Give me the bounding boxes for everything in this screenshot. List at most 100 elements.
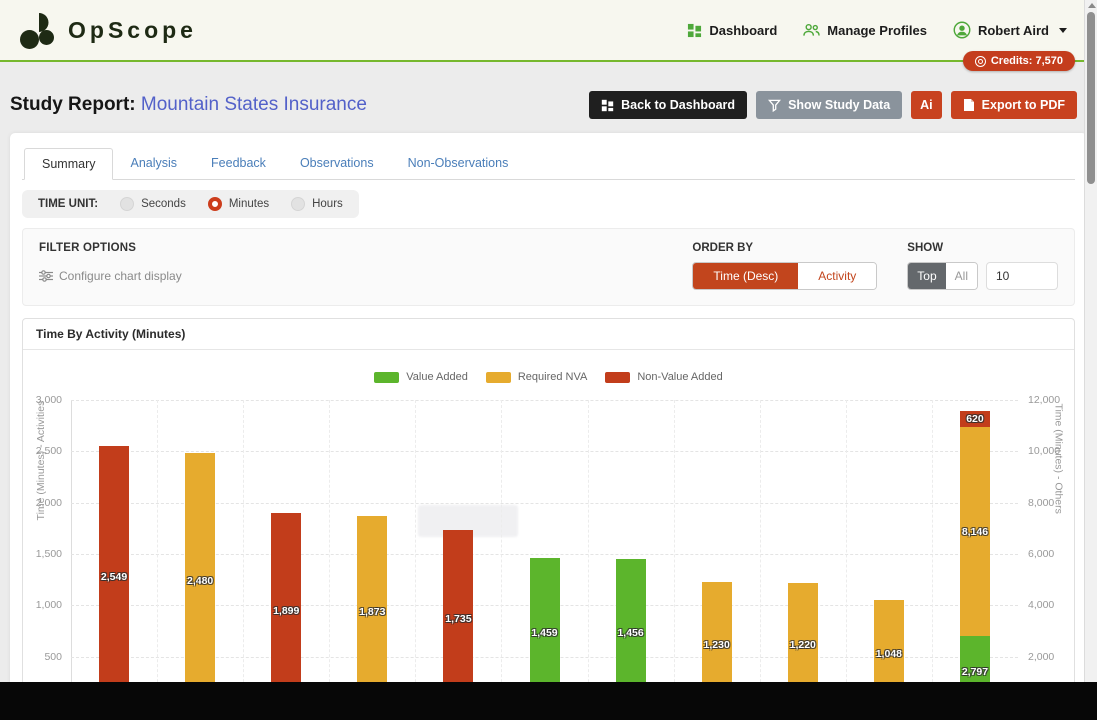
bar-segment[interactable]: 1,873 — [357, 515, 388, 708]
back-to-dashboard-button[interactable]: Back to Dashboard — [589, 91, 748, 119]
left-axis-line — [71, 400, 72, 720]
gridline — [759, 400, 761, 720]
tab-observations[interactable]: Observations — [299, 156, 374, 170]
report-header: Study Report: Mountain States Insurance … — [0, 62, 1097, 133]
chart-bar[interactable]: 1,735 — [443, 529, 474, 708]
dashboard-grid-icon — [687, 23, 702, 38]
chart-body: Value Added Required NVA Non-Value Added T… — [23, 350, 1074, 720]
right-axis-tick-label: 2,000 — [1028, 650, 1055, 663]
radio-unchecked-icon[interactable] — [291, 197, 306, 211]
bar-segment[interactable]: 1,735 — [443, 529, 474, 708]
chart-bar[interactable]: 1,873 — [357, 515, 388, 708]
gridline — [157, 400, 159, 720]
left-axis-tick-label: 1,000 — [35, 599, 62, 612]
nav-manage-profiles[interactable]: Manage Profiles — [803, 23, 927, 38]
chart-bar[interactable]: 2,549 — [99, 446, 130, 708]
radio-unchecked-icon[interactable] — [120, 197, 135, 211]
configure-chart-display-link[interactable]: Configure chart display — [39, 269, 182, 283]
show-study-data-button[interactable]: Show Study Data — [756, 91, 903, 119]
bar-value-label: 2,797 — [961, 666, 989, 679]
credits-label: Credits: 7,570 — [990, 55, 1063, 67]
time-unit-label: TIME UNIT: — [38, 198, 99, 210]
page-title-prefix: Study Report: — [10, 94, 136, 115]
scrollbar-thumb[interactable] — [1087, 12, 1095, 184]
brand-logo[interactable]: OpScope — [18, 10, 197, 50]
chart-plot: Time (Minutes) - Activities Time (Minute… — [35, 394, 1064, 720]
bar-value-label: 1,873 — [359, 605, 386, 618]
show-count-input[interactable] — [986, 262, 1058, 290]
page-title: Study Report: Mountain States Insurance — [10, 94, 367, 116]
bar-segment[interactable]: 8,146 — [959, 427, 990, 637]
gridline — [931, 400, 933, 720]
right-axis-tick-label: 6,000 — [1028, 548, 1055, 560]
filter-options-panel: FILTER OPTIONS Configure chart display O… — [22, 228, 1075, 306]
order-by-toggle: Time (Desc) Activity — [692, 262, 878, 290]
show-top-button[interactable]: Top — [908, 263, 946, 289]
radio-checked-icon[interactable] — [207, 197, 222, 211]
bar-segment[interactable]: 2,480 — [185, 453, 216, 708]
legend-swatch — [605, 371, 631, 383]
bar-value-label: 1,735 — [445, 612, 472, 625]
right-axis-tick-label: 8,000 — [1028, 496, 1055, 509]
legend-item[interactable]: Value Added — [374, 371, 468, 383]
opscope-logo-icon — [18, 10, 58, 50]
chart-bar[interactable]: 1,899 — [271, 513, 302, 708]
chevron-down-icon — [1059, 27, 1067, 33]
screen-bottom-bar — [0, 682, 1097, 720]
export-to-pdf-button[interactable]: Export to PDF — [950, 91, 1077, 119]
study-name: Mountain States Insurance — [140, 94, 367, 115]
bar-segment[interactable]: 2,549 — [99, 446, 130, 708]
legend-label: Non-Value Added — [637, 371, 723, 383]
show-toggle: Top All — [907, 262, 978, 290]
credits-badge[interactable]: Credits: 7,570 — [962, 51, 1075, 71]
nav-dashboard-label: Dashboard — [709, 22, 778, 38]
tab-summary[interactable]: Summary — [24, 148, 114, 180]
tab-feedback[interactable]: Feedback — [211, 156, 266, 170]
ai-button[interactable]: Ai — [911, 91, 942, 119]
order-by-label: ORDER BY — [692, 242, 754, 254]
vertical-scrollbar[interactable] — [1084, 0, 1097, 720]
legend-item[interactable]: Non-Value Added — [605, 371, 723, 383]
tab-analysis[interactable]: Analysis — [130, 156, 178, 170]
sliders-icon — [39, 270, 53, 282]
people-icon — [803, 23, 821, 37]
order-by-time-desc-button[interactable]: Time (Desc) — [693, 263, 799, 289]
gridline — [71, 400, 1018, 401]
chart-bar[interactable]: 2,797 8,146 620 — [959, 411, 990, 708]
time-unit-minutes[interactable]: Minutes — [207, 197, 269, 211]
gridline — [71, 554, 1018, 555]
time-unit-hours[interactable]: Hours — [291, 197, 343, 211]
bar-value-label: 2,549 — [100, 571, 128, 584]
gridline — [329, 400, 331, 720]
tab-non-observations[interactable]: Non-Observations — [407, 156, 509, 170]
nav-user-menu[interactable]: Robert Aird — [953, 21, 1067, 39]
nav-dashboard[interactable]: Dashboard — [687, 23, 777, 38]
scroll-up-arrow-icon[interactable] — [1088, 3, 1096, 8]
top-navbar: OpScope Dashboard — [0, 0, 1097, 62]
time-unit-seconds[interactable]: Seconds — [120, 197, 186, 211]
bar-value-label: 1,220 — [789, 639, 816, 652]
show-all-button[interactable]: All — [945, 263, 977, 289]
gridline — [673, 400, 675, 720]
show-label: SHOW — [907, 242, 944, 254]
legend-label: Value Added — [406, 371, 468, 383]
bar-segment[interactable]: 620 — [959, 411, 990, 428]
gridline — [845, 400, 847, 720]
gridline — [415, 400, 417, 720]
bar-value-label: 620 — [966, 413, 984, 426]
right-axis-tick-label: 4,000 — [1028, 599, 1055, 612]
order-by-group: ORDER BY Time (Desc) Activity — [692, 242, 878, 290]
chart-bar[interactable]: 2,480 — [185, 453, 216, 708]
coin-icon — [974, 55, 986, 67]
order-by-activity-button[interactable]: Activity — [798, 263, 877, 289]
user-avatar-icon — [953, 21, 971, 39]
left-axis-tick-label: 2,000 — [35, 496, 62, 509]
chart-card: Time By Activity (Minutes) Value Added Re… — [22, 318, 1075, 720]
legend-item[interactable]: Required NVA — [485, 371, 587, 383]
pdf-file-icon — [963, 98, 975, 112]
bar-value-label: 1,456 — [617, 627, 644, 640]
gridline — [243, 400, 245, 720]
nav-user-name: Robert Aird — [977, 22, 1049, 38]
bar-segment[interactable]: 1,899 — [271, 513, 302, 708]
gridline — [501, 400, 503, 720]
